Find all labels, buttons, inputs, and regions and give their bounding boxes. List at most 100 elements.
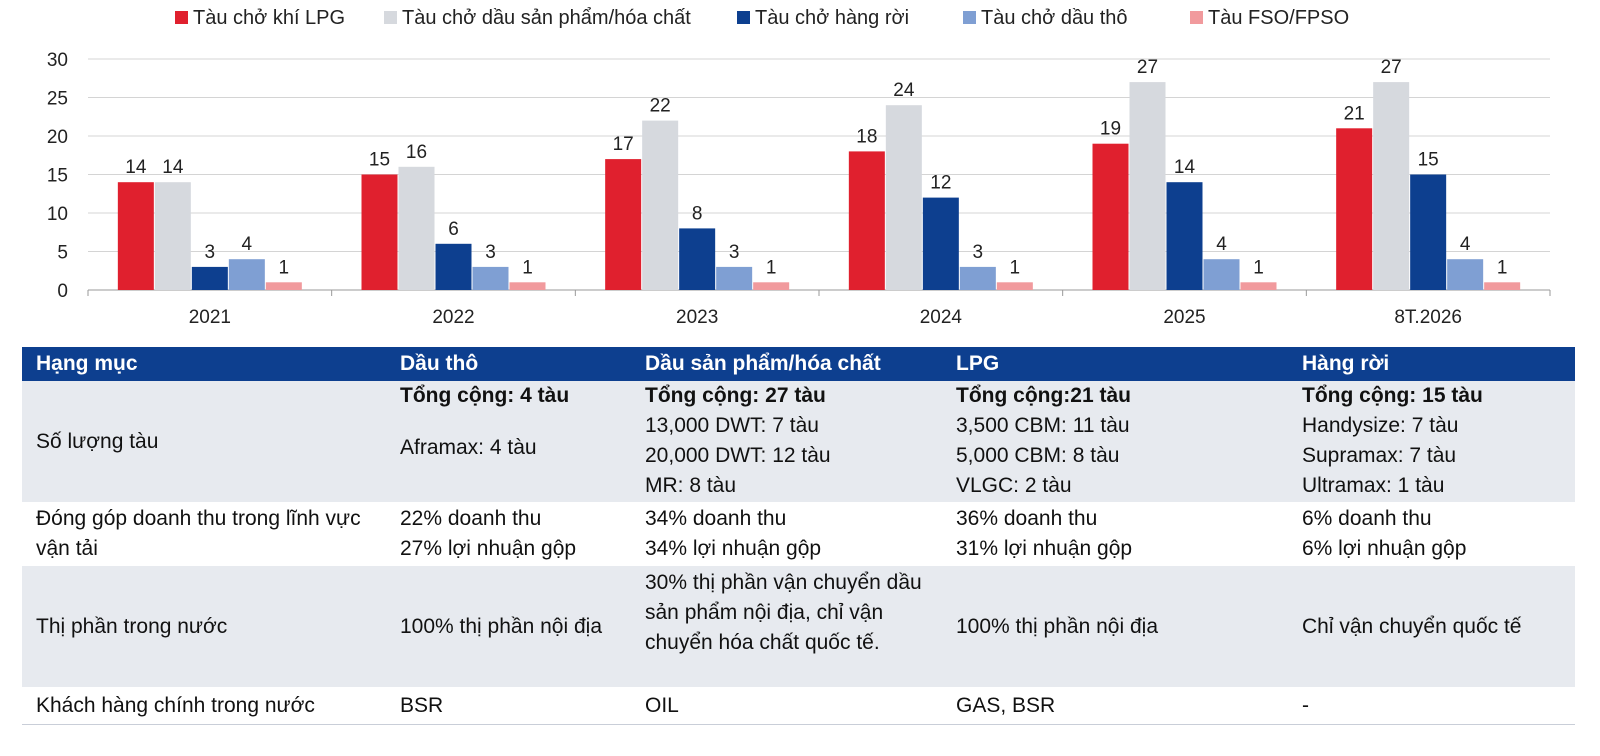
cell-product-customer: OIL: [631, 687, 942, 725]
gross-profit-line: 31% lợi nhuận gộp: [956, 537, 1133, 560]
legend-label: Tàu chở khí LPG: [193, 7, 345, 29]
total-bulk: Tổng cộng: 15 tàu: [1302, 384, 1483, 407]
bar: [435, 243, 472, 290]
data-label: 27: [1381, 57, 1402, 78]
data-label: 14: [162, 157, 184, 178]
cell-bulk-customer: -: [1288, 687, 1575, 725]
legend-swatch: [384, 11, 397, 24]
data-label: 22: [650, 96, 671, 117]
header-crude: Dầu thô: [386, 347, 631, 381]
cell-bulk-share: Chỉ vận chuyển quốc tế: [1288, 566, 1575, 687]
bar: [1447, 259, 1484, 290]
bar: [605, 159, 642, 290]
revenue-line: 34% doanh thu: [645, 507, 787, 530]
bar: [642, 120, 679, 290]
detail-line: 3,500 CBM: 11 tàu: [956, 414, 1130, 437]
y-tick-label: 15: [47, 166, 68, 187]
bar: [1240, 282, 1277, 290]
bar: [154, 182, 191, 290]
data-label: 14: [125, 157, 147, 178]
data-label: 15: [369, 150, 390, 171]
data-label: 27: [1137, 57, 1158, 78]
data-label: 1: [522, 257, 533, 278]
bar: [1484, 282, 1521, 290]
data-label: 12: [930, 173, 951, 194]
cell-lpg-share: 100% thị phần nội địa: [942, 566, 1288, 687]
data-label: 14: [1174, 157, 1196, 178]
cell-crude-revenue: 22% doanh thu 27% lợi nhuận gộp: [386, 502, 631, 566]
data-label: 24: [893, 80, 915, 101]
bar: [959, 266, 996, 290]
data-label: 21: [1344, 103, 1365, 124]
bar: [1336, 128, 1373, 290]
revenue-line: 22% doanh thu: [400, 507, 542, 530]
cell-lpg-count: Tổng cộng:21 tàu 3,500 CBM: 11 tàu 5,000…: [942, 381, 1288, 502]
bar: [885, 105, 922, 290]
data-label: 1: [1497, 257, 1508, 278]
legend-label: Tàu chở dầu thô: [981, 7, 1128, 29]
legend-label: Tàu FSO/FPSO: [1208, 7, 1349, 29]
x-tick-label: 8T.2026: [1394, 307, 1462, 328]
detail-line: MR: 8 tàu: [645, 474, 737, 497]
data-label: 3: [485, 242, 496, 263]
header-category: Hạng mục: [22, 347, 386, 381]
gross-profit-line: 6% lợi nhuận gộp: [1302, 537, 1467, 560]
bar: [753, 282, 790, 290]
data-label: 3: [729, 242, 740, 263]
bar: [996, 282, 1033, 290]
header-bulk: Hàng rời: [1288, 347, 1575, 381]
detail-line: Ultramax: 1 tàu: [1302, 474, 1445, 497]
legend-label: Tàu chở dầu sản phẩm/hóa chất: [402, 7, 691, 29]
table-row-revenue-contribution: Đóng góp doanh thu trong lĩnh vực vận tả…: [22, 502, 1575, 566]
header-product-chemical: Dầu sản phẩm/hóa chất: [631, 347, 942, 381]
legend-swatch: [175, 11, 188, 24]
fleet-table: Hạng mục Dầu thô Dầu sản phẩm/hóa chất L…: [22, 347, 1575, 725]
detail-line: 5,000 CBM: 8 tàu: [956, 444, 1120, 467]
bar: [716, 266, 753, 290]
data-label: 18: [856, 126, 877, 147]
bar: [509, 282, 546, 290]
bar: [1203, 259, 1240, 290]
cell-bulk-count: Tổng cộng: 15 tàu Handysize: 7 tàu Supra…: [1288, 381, 1575, 502]
bar: [1092, 143, 1129, 290]
detail-line: 20,000 DWT: 12 tàu: [645, 444, 831, 467]
data-label: 15: [1418, 150, 1439, 171]
data-label: 1: [1253, 257, 1264, 278]
legend-label: Tàu chở hàng rời: [755, 7, 909, 29]
cell-bulk-revenue: 6% doanh thu 6% lợi nhuận gộp: [1288, 502, 1575, 566]
cell-product-count: Tổng cộng: 27 tàu 13,000 DWT: 7 tàu 20,0…: [631, 381, 942, 502]
detail-line: 13,000 DWT: 7 tàu: [645, 414, 819, 437]
row-label: Số lượng tàu: [22, 381, 386, 502]
y-tick-label: 0: [57, 281, 68, 302]
row-label: Thị phần trong nước: [22, 566, 386, 687]
bar: [679, 228, 716, 290]
bar: [228, 259, 265, 290]
bar: [1129, 82, 1166, 290]
bar: [1373, 82, 1410, 290]
bar: [1410, 174, 1447, 290]
x-tick-label: 2025: [1163, 307, 1205, 328]
data-label: 4: [1460, 234, 1471, 255]
header-lpg: LPG: [942, 347, 1288, 381]
detail-line: VLGC: 2 tàu: [956, 474, 1072, 497]
cell-crude-customer: BSR: [386, 687, 631, 725]
detail-line: Aframax: 4 tàu: [400, 436, 537, 459]
detail-line: Supramax: 7 tàu: [1302, 444, 1457, 467]
data-label: 8: [692, 203, 703, 224]
revenue-line: 6% doanh thu: [1302, 507, 1432, 530]
data-label: 1: [766, 257, 777, 278]
bar: [117, 182, 154, 290]
x-tick-label: 2022: [432, 307, 474, 328]
table-row-main-customers: Khách hàng chính trong nước BSR OIL GAS,…: [22, 687, 1575, 725]
x-tick-label: 2021: [189, 307, 231, 328]
cell-crude-count: Tổng cộng: 4 tàu Aframax: 4 tàu: [386, 381, 631, 502]
bar: [922, 197, 959, 290]
bar: [1166, 182, 1203, 290]
y-tick-label: 5: [57, 243, 68, 264]
legend-swatch: [1190, 11, 1203, 24]
x-tick-label: 2024: [920, 307, 963, 328]
data-label: 4: [242, 234, 253, 255]
data-label: 4: [1216, 234, 1227, 255]
bar: [472, 266, 509, 290]
data-label: 3: [973, 242, 984, 263]
